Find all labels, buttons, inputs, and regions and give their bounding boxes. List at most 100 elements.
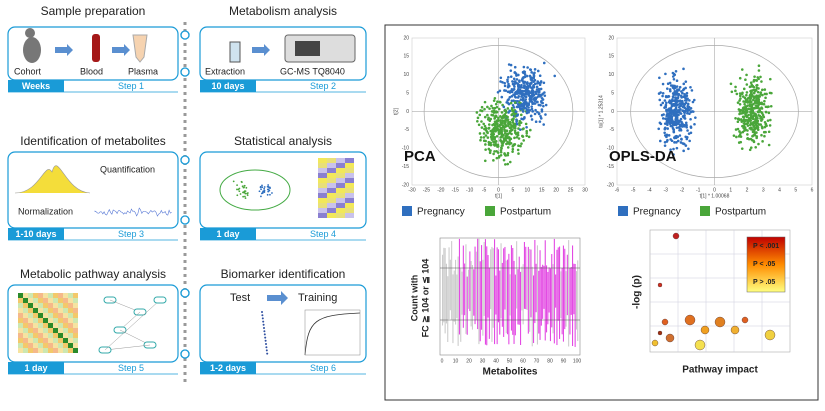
p-value-label: P > .05 bbox=[753, 279, 775, 286]
score-point bbox=[749, 119, 753, 122]
fold-change-bar bbox=[573, 263, 575, 315]
fold-change-bar bbox=[543, 265, 545, 309]
score-point bbox=[752, 121, 756, 124]
score-point bbox=[693, 122, 696, 126]
fold-change-bar bbox=[517, 269, 519, 325]
score-point bbox=[745, 98, 749, 102]
x-tick-label: -30 bbox=[408, 187, 415, 193]
mini-correlation-cell bbox=[68, 293, 73, 298]
score-point bbox=[532, 98, 536, 102]
score-point bbox=[491, 106, 495, 110]
mini-correlation-cell bbox=[43, 338, 48, 343]
fold-change-bar bbox=[478, 237, 480, 345]
score-point bbox=[678, 110, 681, 114]
score-point bbox=[511, 150, 514, 153]
score-point bbox=[500, 146, 503, 149]
mini-correlation-cell bbox=[73, 298, 78, 303]
score-point bbox=[672, 72, 676, 76]
score-point bbox=[487, 127, 491, 130]
plot-title: OPLS-DA bbox=[609, 148, 677, 165]
mini-correlation-cell bbox=[58, 313, 63, 318]
mini-correlation-cell bbox=[63, 328, 68, 333]
score-point bbox=[501, 144, 504, 147]
score-point bbox=[668, 110, 671, 113]
mini-heatmap-cell bbox=[327, 168, 336, 173]
mini-heatmap-cell bbox=[336, 163, 345, 168]
score-point bbox=[676, 139, 680, 143]
mini-point bbox=[264, 339, 267, 342]
score-point bbox=[496, 143, 500, 147]
score-point bbox=[684, 101, 688, 105]
score-point bbox=[755, 117, 758, 121]
score-point bbox=[736, 117, 740, 121]
score-point bbox=[745, 115, 749, 118]
score-point bbox=[671, 86, 675, 89]
score-point bbox=[663, 106, 666, 109]
fold-change-bar bbox=[514, 274, 516, 336]
mini-correlation-cell bbox=[33, 308, 38, 313]
score-point bbox=[742, 118, 746, 121]
score-point bbox=[525, 81, 529, 84]
fold-change-bar bbox=[447, 276, 449, 342]
mini-heatmap-cell bbox=[336, 183, 345, 188]
score-point bbox=[529, 114, 533, 118]
score-point bbox=[734, 116, 737, 120]
x-axis-label: t[1] bbox=[495, 193, 503, 199]
score-point bbox=[542, 61, 546, 65]
step-title: Biomarker identification bbox=[221, 267, 346, 281]
fold-change-bar bbox=[486, 246, 488, 346]
score-point bbox=[740, 147, 744, 150]
x-tick-label: -4 bbox=[647, 187, 652, 193]
score-point bbox=[657, 127, 661, 131]
fold-change-bar bbox=[512, 247, 514, 335]
score-point bbox=[760, 133, 763, 137]
mini-heatmap-cell bbox=[318, 178, 327, 183]
x-tick-label: 4 bbox=[778, 187, 781, 193]
fold-change-bar bbox=[499, 270, 501, 335]
score-point bbox=[686, 102, 690, 106]
score-point bbox=[509, 101, 513, 105]
mini-point bbox=[266, 188, 269, 191]
score-point bbox=[515, 105, 519, 109]
mini-correlation-cell bbox=[58, 293, 63, 298]
mini-correlation-cell bbox=[68, 313, 73, 318]
mini-correlation-cell bbox=[33, 333, 38, 338]
score-point bbox=[504, 118, 508, 121]
score-point bbox=[681, 125, 684, 128]
score-point bbox=[766, 105, 769, 109]
score-point bbox=[685, 126, 689, 129]
score-point bbox=[679, 128, 682, 131]
score-point bbox=[752, 125, 755, 129]
fold-change-bar bbox=[568, 240, 570, 347]
score-point bbox=[746, 104, 749, 107]
score-point bbox=[500, 111, 504, 114]
score-point bbox=[520, 83, 523, 87]
score-point bbox=[517, 83, 521, 87]
score-point bbox=[510, 126, 513, 129]
mini-point bbox=[266, 352, 269, 355]
score-point bbox=[499, 150, 503, 154]
score-point bbox=[674, 98, 678, 102]
fold-change-bar bbox=[520, 271, 522, 345]
fold-change-bar bbox=[538, 270, 540, 334]
score-point bbox=[478, 132, 482, 135]
score-point bbox=[498, 123, 502, 127]
score-point bbox=[499, 80, 502, 83]
score-point bbox=[508, 96, 512, 99]
score-point bbox=[661, 92, 665, 95]
step-title: Statistical analysis bbox=[234, 134, 332, 148]
score-point bbox=[480, 109, 484, 113]
fold-change-bar bbox=[456, 274, 458, 319]
fold-change-bar bbox=[551, 254, 553, 328]
mini-heatmap-cell bbox=[327, 193, 336, 198]
score-point bbox=[506, 140, 510, 144]
x-axis-label: Pathway impact bbox=[682, 365, 758, 376]
mini-correlation-cell bbox=[48, 313, 53, 318]
score-point bbox=[543, 91, 546, 94]
score-point bbox=[763, 125, 767, 129]
score-point bbox=[515, 78, 519, 81]
mini-heatmap-cell bbox=[318, 188, 327, 193]
score-point bbox=[537, 87, 541, 91]
score-point bbox=[535, 85, 539, 89]
score-point bbox=[503, 81, 506, 85]
